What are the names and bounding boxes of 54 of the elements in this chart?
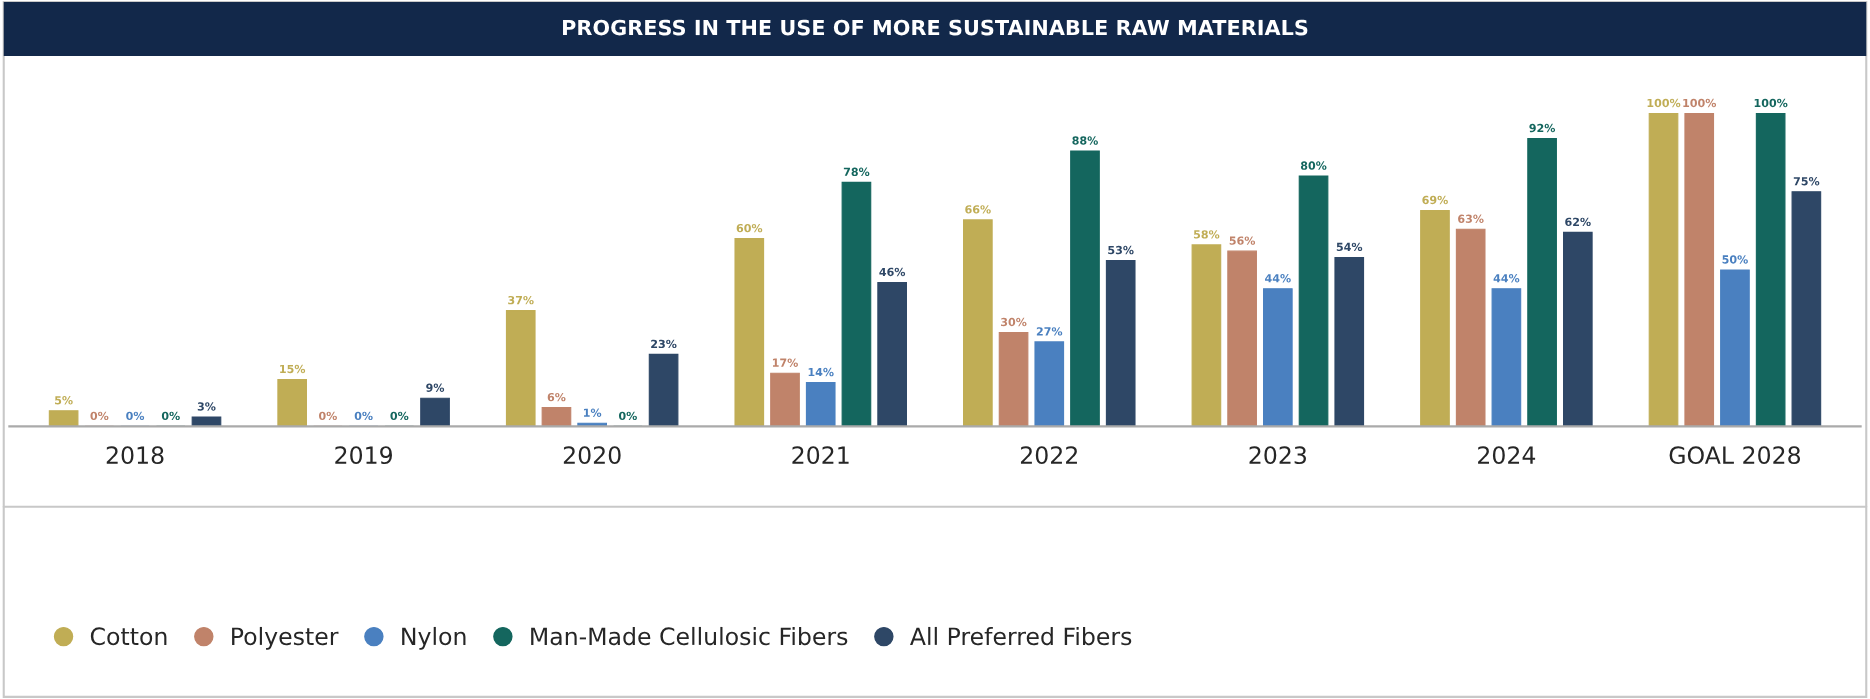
legend-label: Man-Made Cellulosic Fibers (531, 626, 848, 646)
x-tick-label: 2024 (1478, 446, 1536, 465)
data-label: 27% (1036, 327, 1063, 336)
data-label: 58% (1193, 230, 1220, 239)
data-label: 56% (1229, 236, 1256, 245)
data-label: 0% (618, 411, 637, 421)
data-label: 17% (772, 358, 798, 367)
x-tick-label: 2023 (1249, 446, 1306, 465)
data-label: 60% (736, 223, 763, 233)
data-label: 23% (651, 339, 677, 349)
data-label: 63% (1458, 214, 1484, 223)
data-label: 75% (1793, 177, 1820, 186)
data-label: 0% (319, 411, 337, 421)
data-label: 1% (583, 408, 602, 417)
data-label: 80% (1300, 161, 1327, 170)
data-label: 62% (1565, 217, 1591, 227)
data-label: 14% (808, 367, 834, 377)
legend-label: All Preferred Fibers (910, 626, 1132, 646)
data-label: 5% (55, 396, 73, 405)
data-label: 54% (1336, 242, 1363, 252)
data-label: 44% (1493, 274, 1520, 283)
x-tick-label: 2021 (792, 446, 849, 465)
data-label: 9% (426, 383, 445, 392)
chart-title: PROGRESS IN THE USE OF MORE SUSTAINABLE RAW MATERIALS (563, 19, 1308, 36)
data-label: 37% (508, 295, 534, 305)
data-label: 0% (90, 411, 109, 421)
data-label: 69% (1422, 195, 1448, 205)
x-tick-label: 2018 (106, 446, 164, 465)
data-label: 100% (1683, 98, 1717, 108)
data-label: 0% (126, 411, 145, 421)
x-tick-label: 2022 (1020, 446, 1077, 465)
data-label: 92% (1529, 123, 1556, 133)
data-label: 30% (1001, 317, 1027, 327)
data-label: 0% (390, 411, 409, 421)
data-label: 50% (1722, 255, 1748, 264)
legend-label: Nylon (402, 626, 466, 650)
data-label: 3% (197, 402, 216, 411)
x-tick-label: GOAL 2028 (1669, 446, 1801, 465)
data-label: 0% (161, 411, 180, 421)
data-label: 53% (1108, 245, 1134, 255)
x-tick-label: 2019 (335, 446, 392, 465)
legend-label: Polyester (232, 626, 339, 650)
legend-label: Cotton (90, 627, 167, 646)
data-label: 6% (547, 392, 566, 402)
data-label: 15% (280, 364, 306, 374)
x-tick-label: 2020 (563, 446, 621, 465)
data-label: 100% (1754, 98, 1788, 108)
data-label: 88% (1072, 136, 1098, 145)
data-label: 78% (843, 167, 870, 177)
data-label: 100% (1647, 98, 1681, 108)
data-label: 0% (354, 411, 373, 421)
data-label: 44% (1265, 274, 1291, 283)
data-label: 66% (965, 205, 991, 214)
data-label: 46% (879, 267, 906, 277)
